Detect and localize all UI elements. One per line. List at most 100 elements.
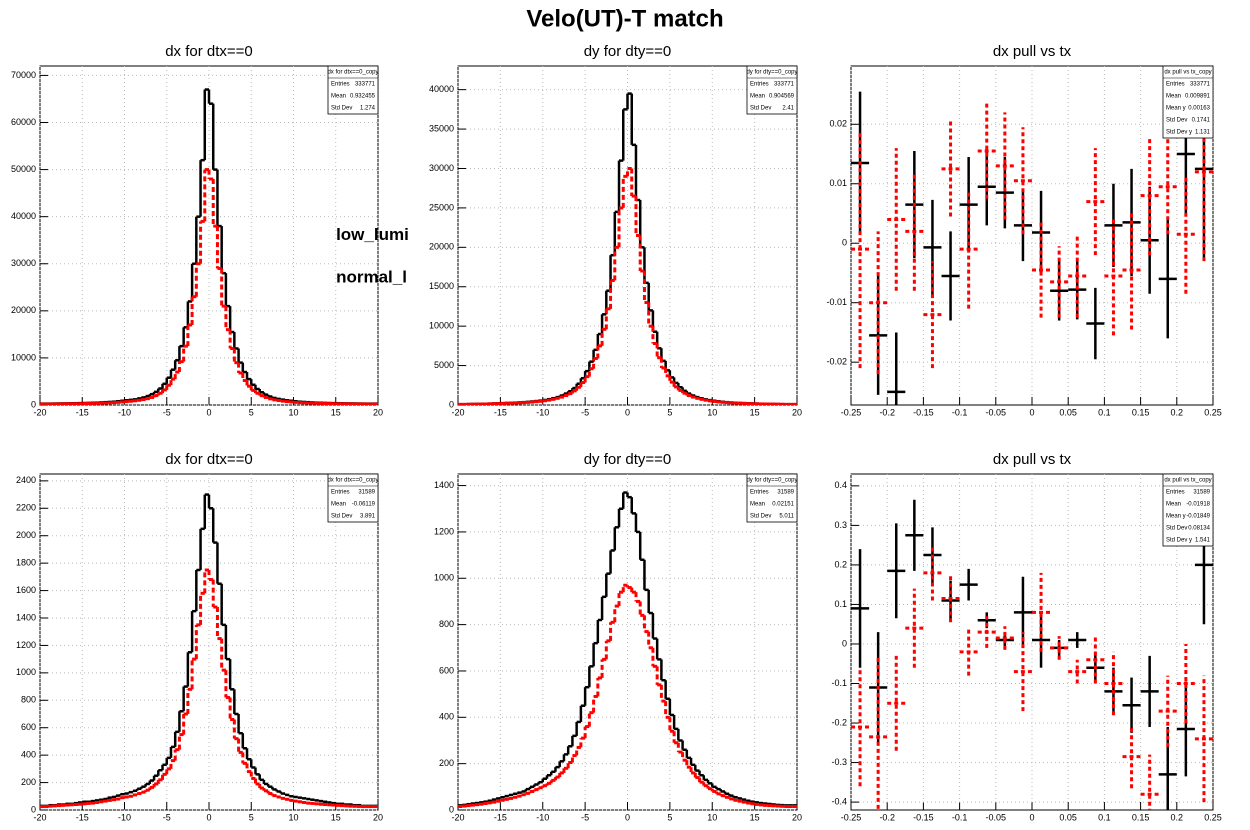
y-tick-label: -0.1 — [831, 678, 847, 688]
plot-area — [851, 499, 1213, 810]
stats-label: Std Dev y — [1166, 130, 1192, 136]
x-tick-label: -0.05 — [986, 812, 1007, 822]
y-tick-label: 2000 — [16, 530, 36, 540]
x-tick-label: 0.1 — [1098, 812, 1111, 822]
x-tick-label: 0 — [1029, 407, 1034, 417]
x-tick-label: -20 — [33, 407, 46, 417]
legend-entry: low_lumi — [336, 225, 409, 244]
stats-label: Entries — [750, 490, 769, 496]
stats-label: Mean — [331, 502, 346, 508]
panel-title: dx for dtx==0 — [165, 43, 253, 60]
stats-value: 0.08134 — [1188, 526, 1210, 532]
y-tick-label: 40000 — [11, 211, 36, 221]
panel-title: dx pull vs tx — [993, 451, 1072, 468]
x-tick-label: 0.25 — [1204, 407, 1222, 417]
stats-value: 0.1741 — [1192, 118, 1211, 124]
y-tick-label: 0.4 — [834, 480, 847, 490]
plot-area — [40, 88, 378, 405]
x-tick-label: 0 — [206, 407, 211, 417]
x-tick-label: 15 — [750, 407, 760, 417]
x-tick-label: 0.05 — [1059, 812, 1077, 822]
x-tick-label: 0.15 — [1132, 812, 1150, 822]
stats-value: 1.541 — [1195, 538, 1211, 544]
stats-value: 3.891 — [360, 514, 376, 520]
stats-value: 333771 — [1190, 82, 1211, 88]
y-tick-label: 10000 — [11, 352, 36, 362]
stats-label: Std Dev — [750, 514, 771, 520]
x-tick-label: 15 — [331, 407, 341, 417]
y-tick-label: 600 — [439, 665, 454, 675]
x-tick-label: 0.1 — [1098, 407, 1111, 417]
x-tick-label: -10 — [118, 407, 131, 417]
y-tick-label: 0 — [31, 399, 36, 409]
y-tick-label: 800 — [439, 619, 454, 629]
x-tick-label: 0 — [206, 812, 211, 822]
y-tick-label: 200 — [439, 758, 454, 768]
x-tick-label: -10 — [118, 812, 131, 822]
stats-value: 31589 — [1193, 490, 1210, 496]
x-tick-label: -0.15 — [913, 812, 934, 822]
stats-value: 1.131 — [1195, 130, 1211, 136]
panel-title: dx for dtx==0 — [165, 451, 253, 468]
plot-area — [851, 79, 1213, 405]
canvas-title: Velo(UT)-T match — [526, 5, 723, 32]
y-tick-label: 50000 — [11, 164, 36, 174]
y-tick-label: 70000 — [11, 70, 36, 80]
y-tick-label: 400 — [439, 712, 454, 722]
panel: dy for dty==0-20 -15 -10 -5 0 5 10 15 2002004006… — [434, 451, 802, 822]
stats-label: Entries — [331, 490, 350, 496]
x-tick-label: 5 — [667, 407, 672, 417]
y-tick-label: 15000 — [429, 281, 454, 291]
x-tick-label: -15 — [494, 812, 507, 822]
stats-label: Mean — [750, 502, 765, 508]
stats-title: dx for dtx==0_copy — [327, 70, 378, 76]
y-tick-label: 0 — [31, 804, 36, 814]
y-tick-label: 10000 — [429, 321, 454, 331]
stats-label: Std Dev — [331, 514, 352, 520]
stats-value: 0.02151 — [772, 502, 794, 508]
y-tick-label: 2200 — [16, 503, 36, 513]
stats-title: dy for dty==0_copy — [746, 70, 797, 76]
stats-title: dx pull vs tx_copy — [1164, 478, 1211, 484]
x-tick-label: -0.15 — [913, 407, 934, 417]
panel: dx for dtx==0 -20 -15 -10 -5 0 5 10 15 20 0 10000 20… — [11, 43, 409, 417]
stats-label: Mean — [1166, 94, 1181, 100]
x-tick-label: 10 — [288, 812, 298, 822]
y-tick-label: 400 — [21, 750, 36, 760]
stats-title: dx pull vs tx_copy — [1164, 70, 1211, 76]
x-tick-label: -0.05 — [986, 407, 1007, 417]
stats-label: Mean y — [1166, 106, 1186, 112]
panel-title: dy for dty==0 — [584, 451, 672, 468]
x-tick-label: -0.2 — [879, 812, 895, 822]
stats-value: 31589 — [777, 490, 794, 496]
stats-label: Std Dev y — [1166, 538, 1192, 544]
y-tick-label: 600 — [21, 722, 36, 732]
stats-label: Std Dev — [1166, 118, 1187, 124]
stats-label: Mean — [750, 94, 765, 100]
x-tick-label: 10 — [707, 407, 717, 417]
y-tick-label: 0.1 — [834, 599, 847, 609]
stats-box — [327, 65, 379, 115]
x-tick-label: 20 — [373, 407, 383, 417]
x-tick-label: -20 — [451, 812, 464, 822]
x-tick-label: -5 — [581, 812, 589, 822]
plot-area — [458, 491, 797, 809]
x-tick-label: 20 — [373, 812, 383, 822]
x-tick-label: -10 — [536, 812, 549, 822]
stats-value: -0.01849 — [1186, 514, 1210, 520]
stats-value: 2.41 — [782, 106, 794, 112]
y-tick-label: 0 — [449, 399, 454, 409]
x-tick-label: 0.05 — [1059, 407, 1077, 417]
stats-box — [1162, 473, 1214, 547]
y-tick-label: 30000 — [11, 258, 36, 268]
stats-label: Entries — [331, 82, 350, 88]
y-tick-label: 1200 — [434, 526, 454, 536]
x-tick-label: 0.2 — [1171, 407, 1184, 417]
x-tick-label: -5 — [581, 407, 589, 417]
stats-label: Mean y — [1166, 514, 1186, 520]
y-tick-label: 5000 — [434, 360, 454, 370]
stats-value: 31589 — [358, 490, 375, 496]
panel: dx for dtx==0-20 -15 -10 -5 0 5 10 15 2002004006… — [16, 451, 383, 822]
stats-value: 5.011 — [779, 514, 794, 520]
y-tick-label: 0 — [842, 238, 847, 248]
